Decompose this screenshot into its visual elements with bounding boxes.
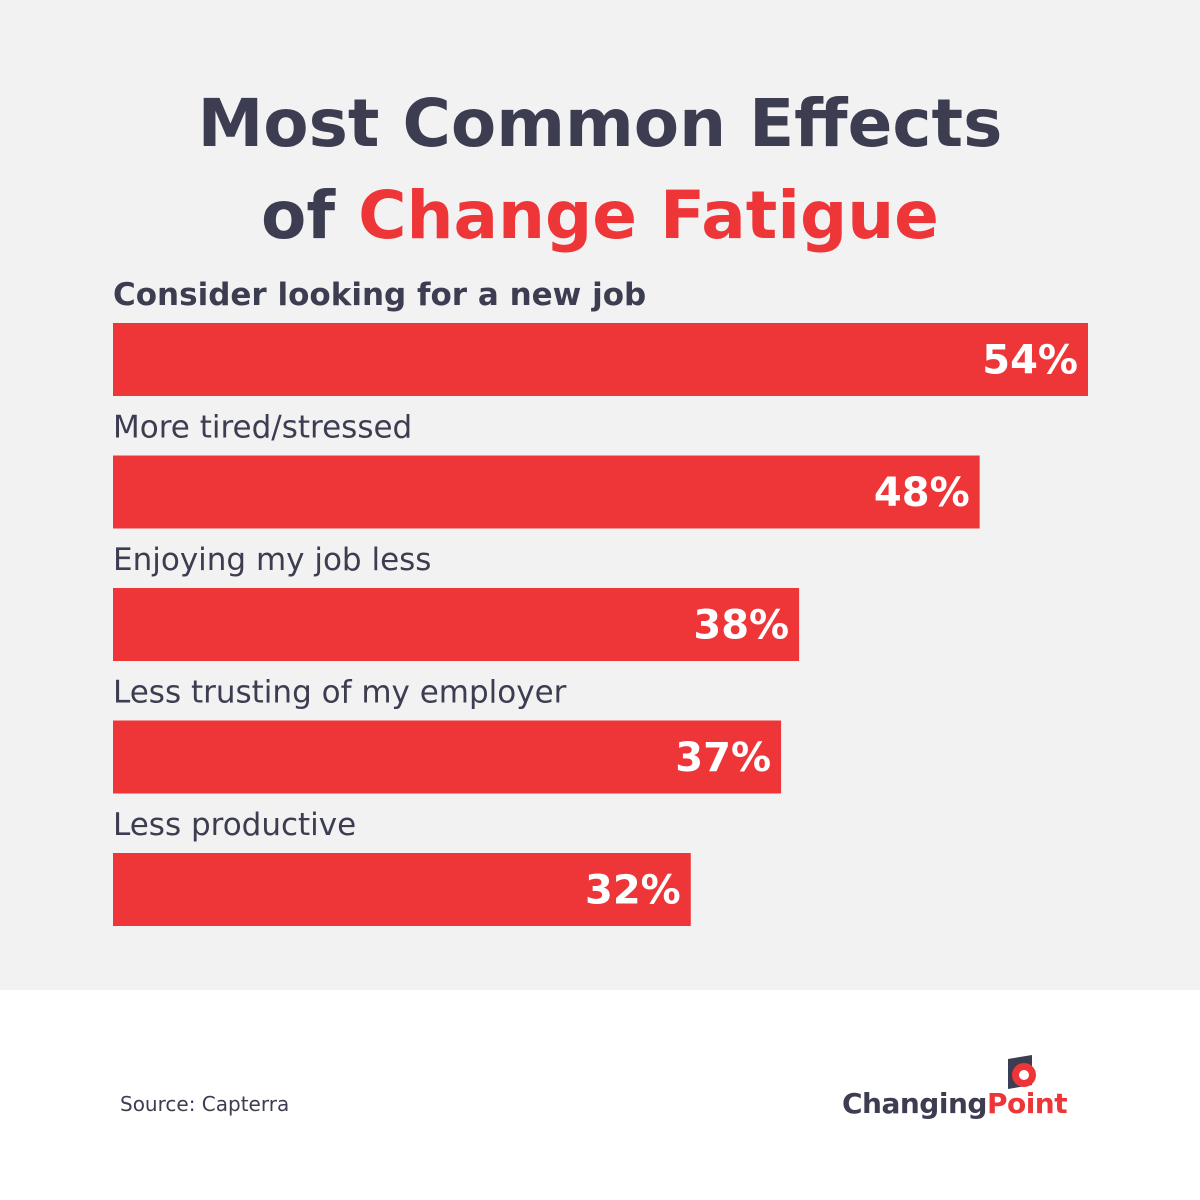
changingpoint-logo: ChangingPoint	[842, 1055, 1068, 1125]
bar	[113, 853, 691, 926]
bar-category-label: Less productive	[113, 807, 356, 843]
bar-value-label: 37%	[675, 735, 771, 781]
logo-text-point: Point	[986, 1087, 1068, 1120]
bar	[113, 588, 800, 661]
title-line1: Most Common Effects	[197, 85, 1003, 162]
bar-chart: Consider looking for a new job 54% More ti…	[113, 277, 1088, 926]
bar-category-label: Consider looking for a new job	[113, 277, 646, 313]
title-line2-accent: Change Fatigue	[358, 177, 939, 254]
bar-category-label: Enjoying my job less	[113, 542, 431, 578]
bar-value-label: 54%	[982, 338, 1078, 384]
source-note: Source: Capterra	[120, 1092, 290, 1116]
logo-text-changing: Changing	[842, 1087, 987, 1120]
bar-value-label: 38%	[693, 603, 789, 649]
bar-category-label: Less trusting of my employer	[113, 675, 567, 711]
bar-value-label: 48%	[874, 470, 970, 516]
chart-title: Most Common Effects of Change Fatigue	[0, 78, 1200, 262]
bar	[113, 323, 1088, 396]
title-line2-prefix: of	[261, 177, 359, 254]
changingpoint-logo-icon	[1008, 1055, 1036, 1089]
logo-wordmark: ChangingPoint	[842, 1087, 1068, 1120]
bar-value-label: 32%	[585, 868, 681, 914]
bar	[113, 455, 980, 529]
bar	[113, 720, 782, 794]
bar-category-label: More tired/stressed	[113, 410, 412, 446]
